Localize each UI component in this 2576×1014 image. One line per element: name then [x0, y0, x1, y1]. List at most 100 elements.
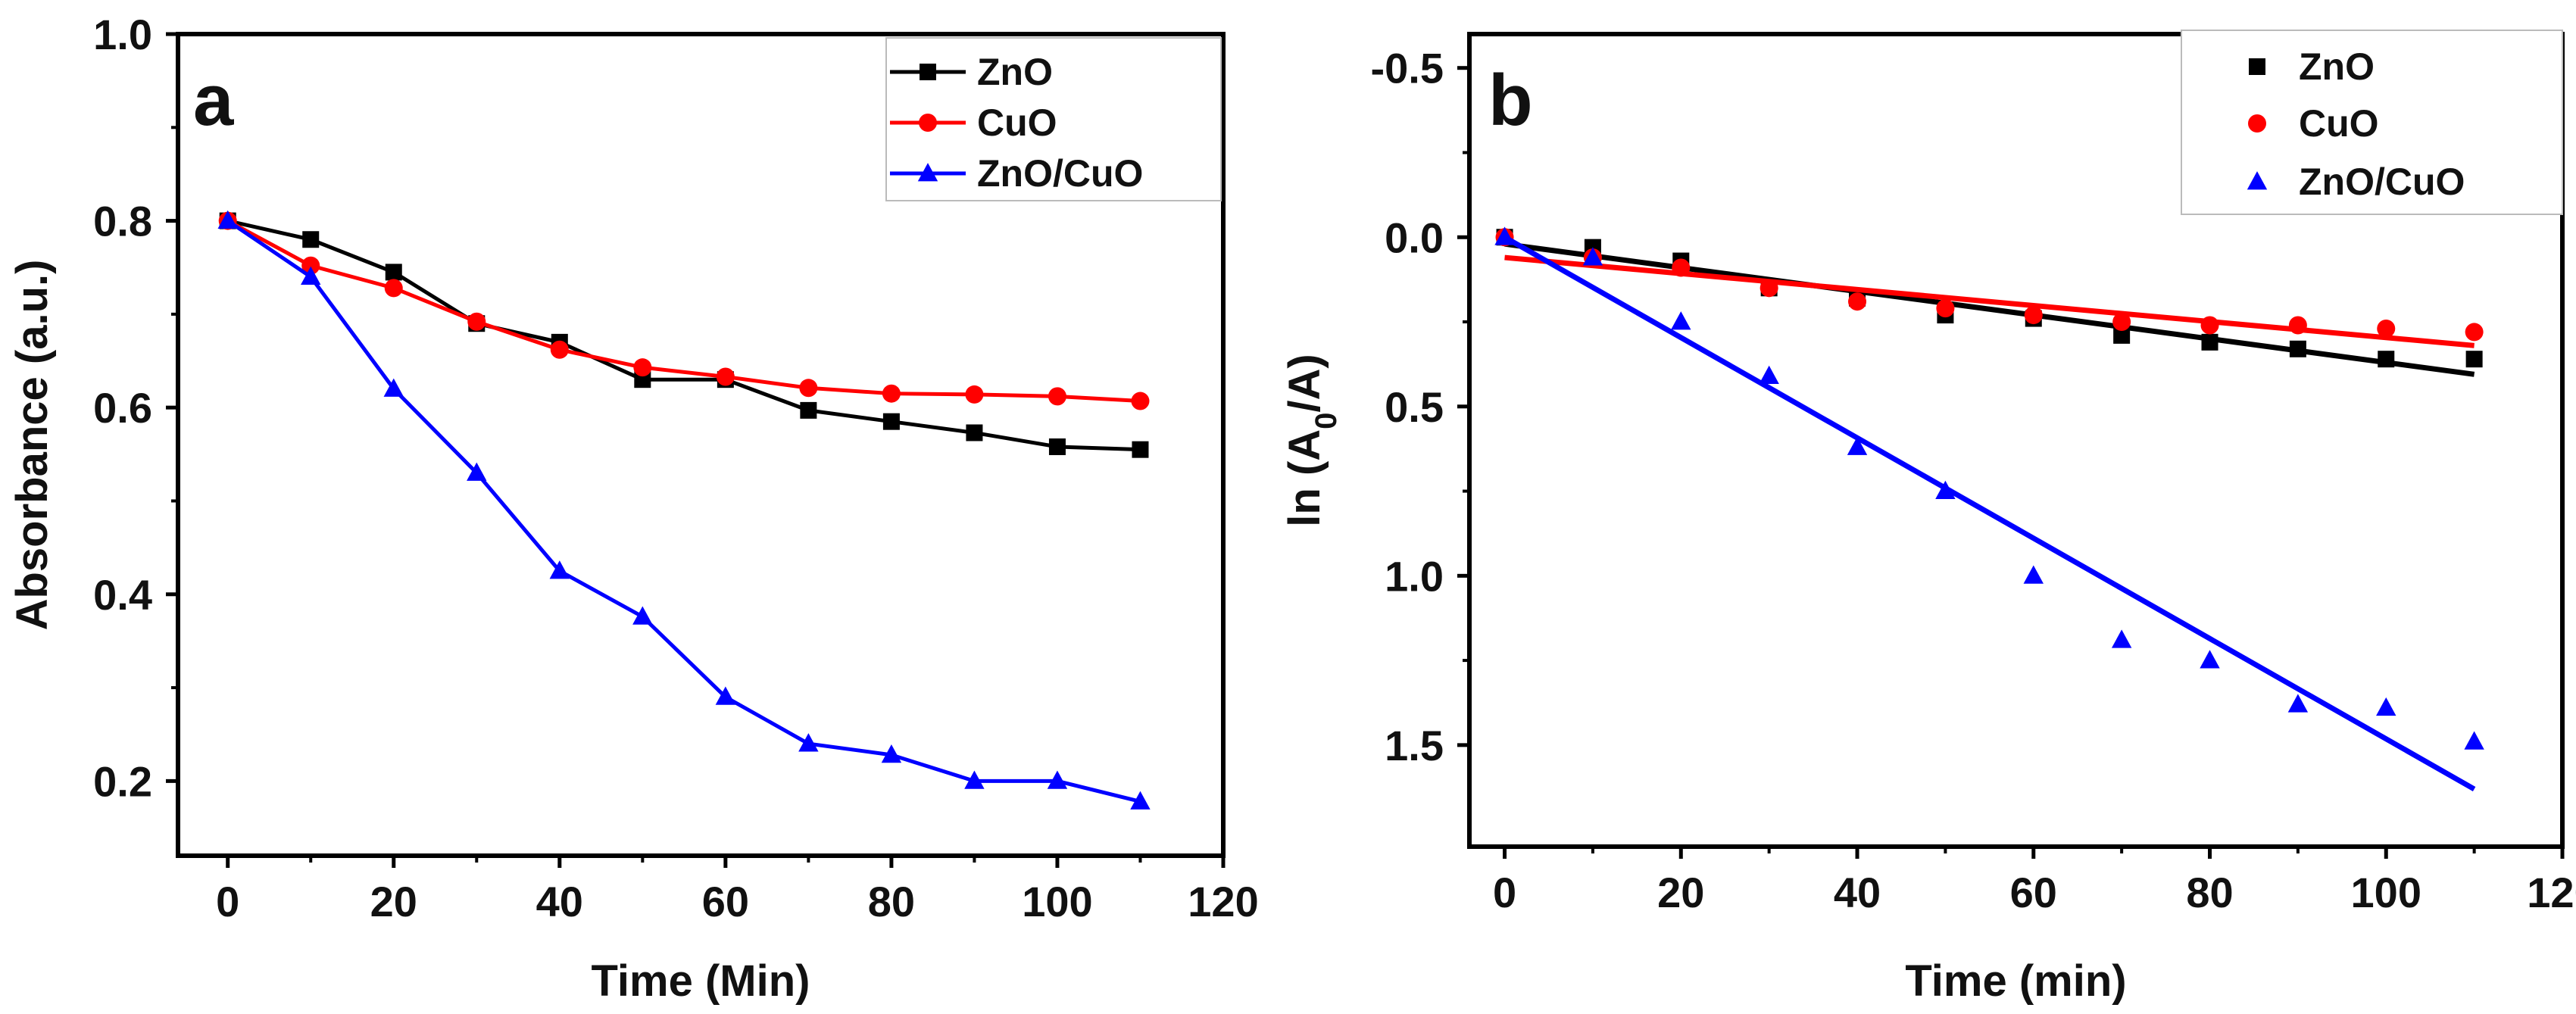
panel-b-legend-zno-marker	[2249, 58, 2265, 75]
panel-a-cuo-point	[301, 256, 320, 275]
panel-a-legend-zno-marker	[920, 64, 936, 80]
panel-b-cuo-point	[1848, 292, 1867, 311]
panel-a-series-cuo	[218, 211, 1150, 410]
panel-b-y-tick-label: 1.0	[1385, 552, 1444, 600]
panel-b-cuo-point	[2024, 306, 2043, 325]
panel-a-cuo-point	[799, 379, 818, 398]
panel-b-label: b	[1488, 60, 1533, 141]
panel-a-zno-point	[882, 413, 900, 430]
panel-b-y-tick-label: 0.5	[1385, 383, 1444, 431]
panel-a-zno-cuo-point	[881, 744, 902, 763]
panel-a-series-zno-cuo	[217, 210, 1151, 810]
panel-b-x-tick-label: 100	[2351, 869, 2421, 916]
panel-b-zno-cuo-point	[1671, 311, 1691, 330]
panel-b-zno-point	[2378, 351, 2395, 368]
panel-a-y-tick-label: 0.2	[93, 757, 152, 805]
panel-b-zno-cuo-fit-line	[1503, 235, 2476, 792]
panel-b-x-tick-label: 60	[2010, 869, 2057, 916]
panel-a-legend: ZnO CuO ZnO/CuO	[885, 37, 1222, 201]
panel-a-x-tick-label: 80	[868, 878, 915, 925]
panel-b-x-tick-label: 40	[1834, 869, 1881, 916]
panel-b-zno-point	[2113, 326, 2131, 344]
panel-b-y-tick-label: 1.5	[1385, 722, 1444, 769]
panel-b-legend-box	[2181, 30, 2563, 215]
panel-b-zno-cuo-point	[2287, 694, 2309, 713]
panel-b-zno-point	[2465, 351, 2483, 368]
panel-a-cuo-point	[550, 340, 569, 359]
panel-b-cuo-point	[2377, 319, 2396, 338]
panel-a-zno-cuo-point	[383, 378, 404, 397]
panel-b-x-tick-label: 80	[2186, 869, 2233, 916]
panel-a-zno-cuo-point	[467, 462, 487, 481]
panel-a-legend-cuo-label: CuO	[977, 101, 1057, 144]
panel-a-label: a	[193, 60, 234, 141]
panel-a-zno-point	[1132, 441, 1149, 458]
panel-a-x-tick-label: 0	[216, 878, 239, 925]
panel-b-y-axis-title: ln (A0/A)	[1280, 354, 1343, 526]
panel-a-legend-zno-label: ZnO	[977, 51, 1053, 93]
panel-b-legend-zno-label: ZnO	[2299, 45, 2375, 88]
panel-b-zno-cuo-point	[2376, 697, 2396, 716]
panel-a-y-tick-label: 0.8	[93, 198, 152, 245]
panel-a-cuo-point	[965, 385, 984, 404]
panel-a-legend-zno-cuo-marker	[917, 163, 938, 182]
panel-a-y-tick-label: 1.0	[93, 11, 152, 58]
panel-a-zno-point	[800, 401, 817, 419]
panel-b-legend-zno-cuo-label: ZnO/CuO	[2299, 161, 2465, 203]
panel-a-cuo-point	[1048, 387, 1066, 406]
panel-b-zno-cuo-point	[1759, 365, 1779, 384]
panel-b-series-cuo	[1495, 228, 2484, 348]
panel-b-zno-cuo-point	[2464, 731, 2484, 750]
panel-b-zno-point	[2201, 333, 2218, 351]
panel-b-cuo-point	[2112, 313, 2131, 332]
panel-a-zno-cuo-point	[1130, 791, 1151, 810]
panel-b-zno-cuo-point	[1582, 247, 1603, 266]
panel-a-x-tick-label: 120	[1188, 878, 1258, 925]
panel-a-x-tick-label: 20	[370, 878, 417, 925]
panel-a-x-axis-title: Time (Min)	[592, 956, 810, 1006]
panel-a-zno-point	[966, 424, 983, 441]
panel-b-cuo-point	[2288, 316, 2307, 335]
panel-b-cuo-point	[1936, 299, 1955, 318]
panel-a-x-tick-label: 60	[702, 878, 749, 925]
panel-a-y-tick-label: 0.4	[93, 571, 152, 619]
panel-a-chart: 0 20 40 60 80 100 120 0.2 0.4 0.6 0.8 1.0 Time (Min)…	[8, 11, 1259, 1006]
panel-b-series-zno-cuo	[1494, 226, 2484, 792]
panel-b-x-tick-label: 0	[1493, 869, 1516, 916]
panel-b-axes-frame	[1467, 32, 2565, 849]
panel-b-cuo-point	[1672, 258, 1691, 277]
panel-b-y-axis-title-subscript: 0	[1310, 413, 1343, 429]
panel-b-y-axis-title-suffix: /A)	[1280, 354, 1329, 412]
panel-b-legend-zno-cuo-marker	[2247, 171, 2268, 190]
panel-a-zno-cuo-point	[964, 770, 985, 789]
panel-b-x-axis-title: Time (min)	[1905, 956, 2126, 1006]
panel-b-y-tick-label: -0.5	[1371, 45, 1444, 92]
panel-b-zno-cuo-point	[2023, 565, 2044, 584]
panel-a-zno-cuo-point	[798, 733, 819, 752]
panel-a-zno-point	[302, 231, 320, 248]
panel-b-zno-cuo-point	[1847, 436, 1868, 455]
panel-a-y-axis-title: Absorbance (a.u.)	[8, 260, 57, 631]
panel-a-cuo-point	[882, 384, 901, 403]
panel-b-cuo-point	[2465, 323, 2484, 342]
panel-a-zno-point	[1048, 438, 1066, 455]
panel-a-zno-cuo-point	[217, 210, 238, 229]
panel-b-zno-cuo-point	[2200, 650, 2220, 669]
panel-a-x-tick-label: 40	[536, 878, 583, 925]
panel-b-y-axis-title-prefix: ln (A	[1280, 429, 1329, 527]
panel-a-zno-cuo-line	[226, 219, 1141, 803]
panel-b-zno-fit-line	[1504, 241, 2475, 377]
panel-a-axes-frame	[176, 32, 1226, 858]
panel-b-zno-cuo-point	[1494, 226, 1515, 245]
panel-a-cuo-point	[716, 367, 735, 386]
panel-a-zno-point	[385, 264, 402, 281]
panel-a-series-zno	[219, 212, 1149, 458]
panel-a-cuo-point	[633, 358, 652, 377]
panel-a-cuo-line	[226, 219, 1141, 404]
panel-a-y-tick-label: 0.6	[93, 384, 152, 432]
panel-b-cuo-point	[1759, 279, 1778, 298]
panel-a-zno-cuo-point	[301, 266, 321, 285]
panel-a-zno-cuo-point	[715, 686, 736, 705]
panel-b-y-tick-label: 0.0	[1385, 214, 1444, 261]
